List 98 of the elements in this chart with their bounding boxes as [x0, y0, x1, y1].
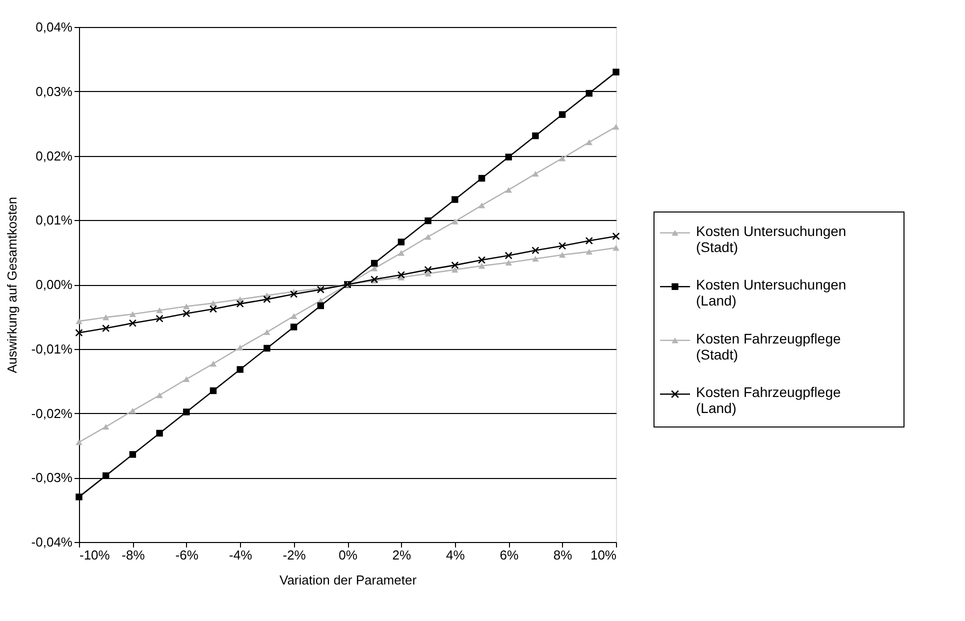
y-axis-title: Auswirkung auf Gesamtkosten — [4, 196, 20, 374]
x-axis-title: Variation der Parameter — [279, 572, 418, 588]
point — [236, 366, 244, 373]
x-tick-label: 6% — [500, 548, 519, 562]
point — [183, 303, 190, 310]
point — [585, 236, 593, 245]
y-tick-label: -0,01% — [31, 341, 73, 356]
x-tick-label: -2% — [282, 548, 306, 562]
y-tick-label: 0,01% — [36, 212, 73, 228]
legend-label: Kosten Fahrzeugpflege (Land) — [696, 384, 841, 416]
legend-label: Kosten Untersuchungen (Land) — [696, 276, 846, 309]
point — [612, 68, 620, 76]
point — [612, 124, 620, 130]
point — [558, 111, 566, 118]
point — [156, 307, 163, 314]
x-tick-label: -4% — [229, 548, 253, 562]
point — [128, 319, 137, 327]
point — [586, 139, 593, 146]
point — [558, 252, 566, 258]
point — [505, 260, 512, 266]
point — [586, 248, 593, 255]
point — [532, 246, 540, 254]
point — [264, 329, 270, 336]
point — [398, 274, 405, 280]
point — [586, 90, 593, 97]
point — [129, 451, 136, 458]
point — [236, 344, 244, 350]
point — [532, 170, 539, 177]
point — [182, 310, 190, 318]
y-tick-label: -0,02% — [31, 406, 73, 421]
point — [209, 305, 218, 313]
point — [398, 250, 405, 256]
x-tick-label: 8% — [553, 548, 573, 562]
point — [452, 266, 458, 273]
point — [370, 266, 378, 272]
point — [478, 256, 486, 264]
point — [558, 242, 566, 250]
x-tick-label: 2% — [392, 548, 412, 562]
point — [532, 132, 539, 140]
point — [129, 408, 136, 414]
point — [478, 262, 486, 269]
point — [210, 300, 217, 306]
y-tick-label: 0,02% — [36, 148, 73, 164]
point — [398, 238, 405, 246]
legend-label: Kosten Untersuchungen (Stadt) — [696, 222, 846, 255]
point — [183, 376, 190, 382]
point — [370, 260, 378, 267]
point — [76, 318, 82, 324]
point — [290, 290, 298, 298]
point — [264, 344, 270, 352]
y-tick-label: 0,03% — [36, 84, 73, 99]
y-tick-label: -0,04% — [31, 534, 73, 550]
y-tick-label: -0,03% — [31, 470, 73, 486]
point — [236, 300, 244, 308]
point — [424, 234, 432, 240]
point — [397, 271, 406, 279]
point — [478, 174, 486, 182]
x-tick-label: 4% — [446, 548, 466, 562]
point — [532, 256, 539, 262]
point — [183, 408, 190, 416]
point — [76, 439, 82, 446]
point — [210, 360, 217, 367]
legend-label: Kosten Fahrzeugpflege (Stadt) — [696, 330, 841, 362]
point — [424, 270, 432, 276]
point — [612, 244, 620, 251]
point — [102, 314, 110, 320]
point — [102, 324, 110, 332]
point — [505, 186, 512, 193]
point — [290, 313, 298, 319]
point — [263, 295, 271, 304]
y-tick-label: 0,00% — [36, 277, 73, 292]
point — [317, 302, 324, 310]
point — [424, 266, 432, 274]
point — [451, 261, 459, 269]
point — [452, 218, 458, 224]
x-tick-label: 0% — [338, 548, 358, 562]
x-tick-label: -10% — [80, 548, 110, 562]
point — [76, 494, 82, 500]
point — [210, 387, 217, 394]
x-tick-label: 10% — [590, 548, 617, 562]
point — [156, 430, 163, 437]
point — [424, 217, 432, 224]
point — [612, 232, 620, 240]
point — [156, 314, 164, 322]
x-tick-label: -6% — [175, 548, 199, 562]
point — [452, 196, 458, 203]
point — [75, 328, 83, 337]
point — [478, 202, 486, 208]
point — [102, 472, 110, 480]
y-tick-label: 0,04% — [36, 20, 73, 34]
point — [505, 154, 512, 160]
x-tick-label: -8% — [122, 548, 146, 562]
point — [102, 424, 110, 430]
point — [504, 252, 512, 260]
point — [290, 324, 298, 330]
point — [129, 311, 136, 318]
point — [156, 392, 163, 398]
point — [558, 155, 566, 162]
